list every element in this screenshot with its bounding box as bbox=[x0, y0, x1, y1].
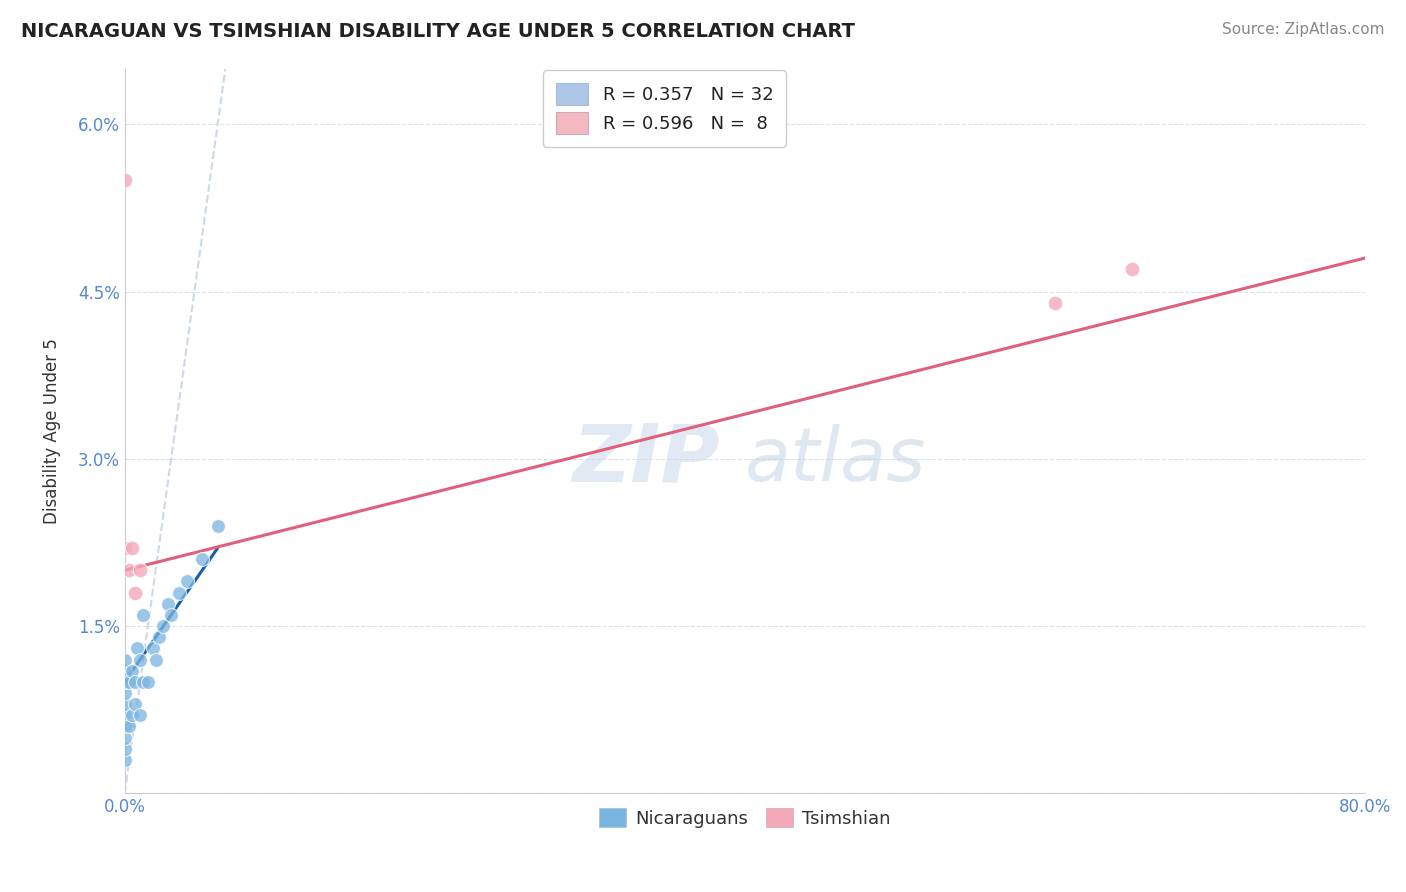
Point bbox=[129, 708, 152, 723]
Point bbox=[121, 541, 143, 555]
Point bbox=[207, 518, 229, 533]
Point bbox=[152, 619, 174, 633]
Point bbox=[124, 674, 146, 689]
Point bbox=[157, 597, 180, 611]
Point bbox=[132, 607, 155, 622]
Point bbox=[191, 552, 214, 566]
Point bbox=[148, 630, 170, 644]
Text: atlas: atlas bbox=[745, 424, 927, 496]
Point bbox=[114, 708, 136, 723]
Point bbox=[1121, 262, 1143, 277]
Point bbox=[167, 585, 190, 599]
Point bbox=[125, 641, 148, 656]
Point bbox=[160, 607, 183, 622]
Point bbox=[118, 563, 141, 577]
Point bbox=[124, 585, 146, 599]
Point bbox=[176, 574, 198, 589]
Point bbox=[142, 641, 165, 656]
Point bbox=[118, 674, 141, 689]
Point bbox=[121, 664, 143, 678]
Y-axis label: Disability Age Under 5: Disability Age Under 5 bbox=[44, 338, 60, 524]
Text: Source: ZipAtlas.com: Source: ZipAtlas.com bbox=[1222, 22, 1385, 37]
Point bbox=[114, 674, 136, 689]
Point bbox=[114, 697, 136, 711]
Point bbox=[1043, 295, 1066, 310]
Text: ZIP: ZIP bbox=[572, 421, 720, 499]
Point bbox=[114, 753, 136, 767]
Point bbox=[132, 674, 155, 689]
Point bbox=[114, 731, 136, 745]
Point bbox=[121, 708, 143, 723]
Text: NICARAGUAN VS TSIMSHIAN DISABILITY AGE UNDER 5 CORRELATION CHART: NICARAGUAN VS TSIMSHIAN DISABILITY AGE U… bbox=[21, 22, 855, 41]
Point bbox=[114, 719, 136, 733]
Point bbox=[145, 652, 167, 666]
Legend: Nicaraguans, Tsimshian: Nicaraguans, Tsimshian bbox=[592, 801, 898, 835]
Point bbox=[114, 664, 136, 678]
Point bbox=[124, 697, 146, 711]
Point bbox=[114, 541, 136, 555]
Point bbox=[136, 674, 159, 689]
Point bbox=[114, 741, 136, 756]
Point bbox=[114, 686, 136, 700]
Point bbox=[114, 173, 136, 187]
Point bbox=[129, 563, 152, 577]
Point bbox=[114, 652, 136, 666]
Point bbox=[129, 652, 152, 666]
Point bbox=[118, 719, 141, 733]
